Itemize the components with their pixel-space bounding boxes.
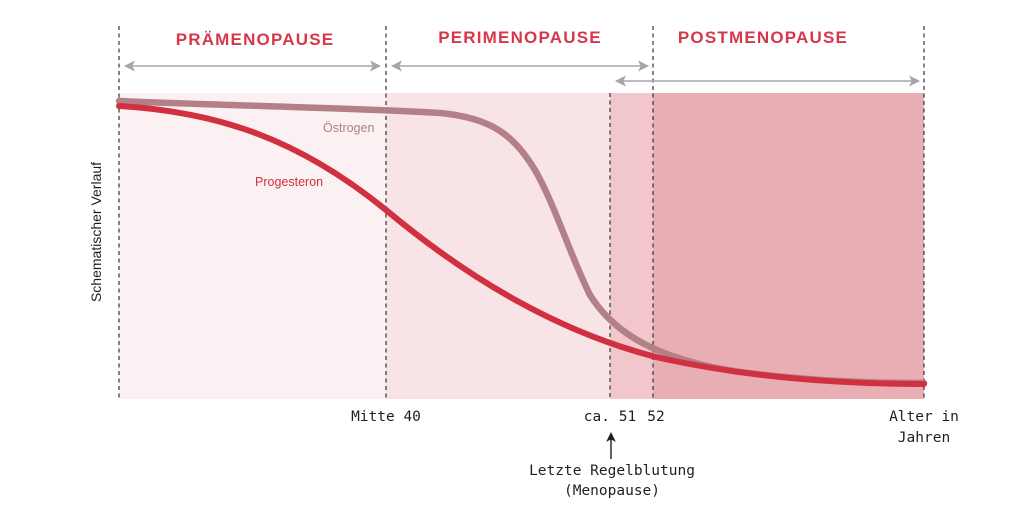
tick-label-52: 52 [647,409,664,425]
zone-praemenopause [119,93,386,399]
tick-label-mitte40: Mitte 40 [351,409,421,425]
tick-label-alter-line2: Jahren [898,430,950,446]
zone-postmenopause [653,93,924,399]
annotation-line1: Letzte Regelblutung [529,463,695,479]
tick-label-ca51: ca. 51 [584,409,636,425]
phase-title-postmenopause: POSTMENOPAUSE [678,28,848,47]
progesteron-curve [116,103,927,387]
annotation-line2: (Menopause) [564,483,660,499]
curve-label-progesteron: Progesteron [255,175,323,189]
zone-perimenopause [386,93,610,399]
phase-title-praemenopause: PRÄMENOPAUSE [176,30,335,49]
y-axis-label: Schematischer Verlauf [88,162,104,302]
curve-label-oestrogen: Östrogen [323,121,374,135]
phase-title-perimenopause: PERIMENOPAUSE [438,28,602,47]
tick-label-alter-line1: Alter in [889,409,959,425]
